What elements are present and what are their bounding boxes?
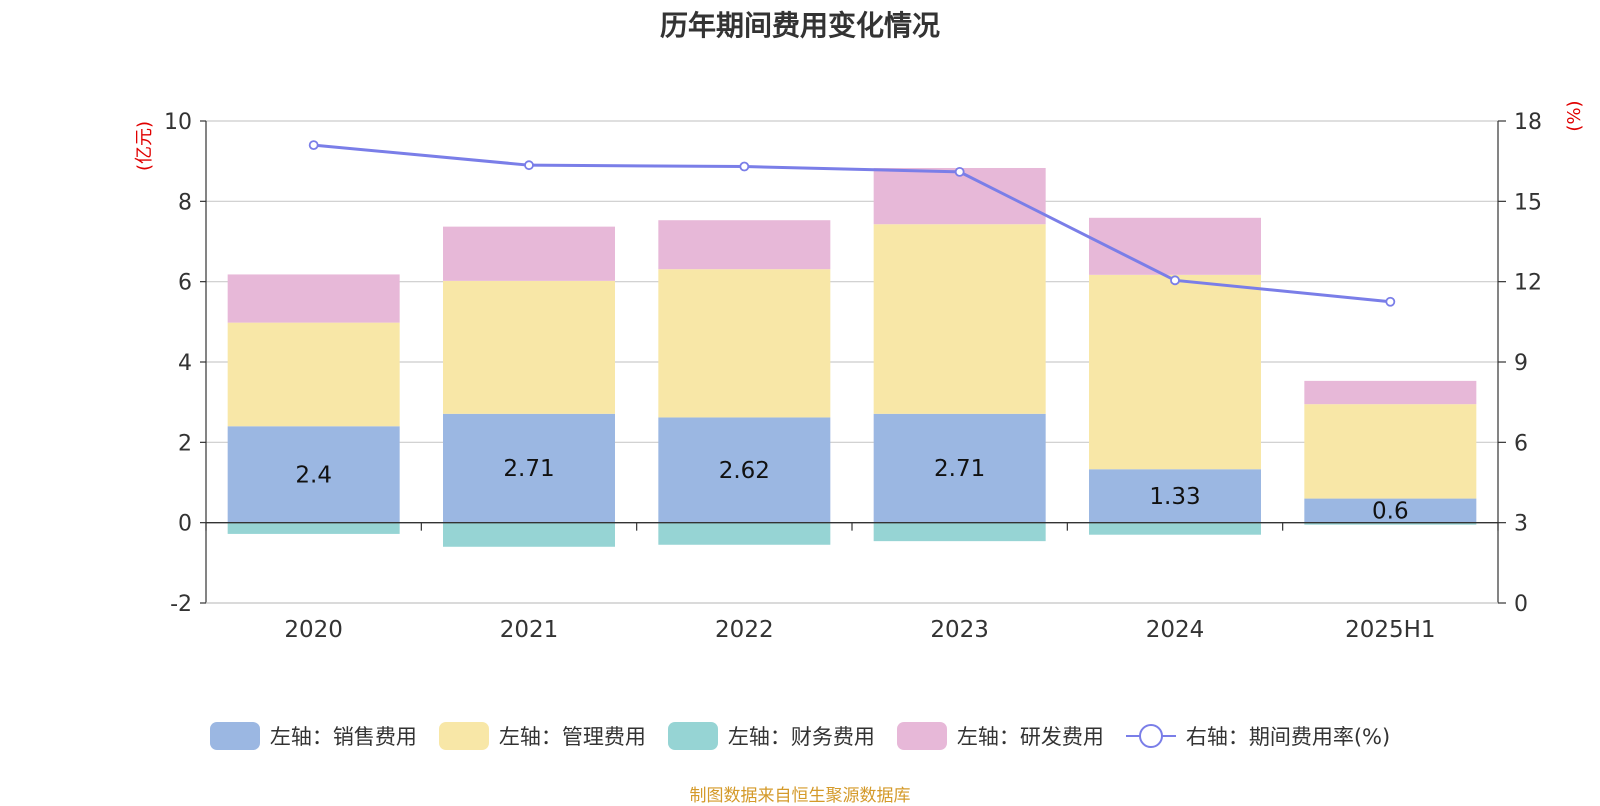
bar-sales-2023 (873, 413, 1046, 523)
y-left-tick-label: 4 (178, 351, 192, 376)
bar-sales-2021 (443, 413, 615, 523)
bar-finance-2020 (227, 522, 400, 534)
data-label: 2.71 (503, 456, 554, 482)
bar-sales-2022 (658, 417, 831, 523)
bar-finance-2025H1 (1304, 522, 1477, 525)
y-left-tick-label: 2 (178, 431, 192, 456)
legend-label-admin: 左轴：管理费用 (498, 725, 646, 749)
x-tick-label: 2021 (500, 617, 559, 643)
bar-rnd-2020 (227, 274, 400, 323)
legend-swatch-finance (667, 722, 718, 750)
bar-finance-2024 (1089, 522, 1261, 535)
data-label: 2.62 (719, 458, 770, 484)
legend-swatch-admin (438, 722, 489, 750)
bar-rnd-2024 (1089, 217, 1261, 275)
data-label: 0.6 (1372, 499, 1409, 525)
bar-admin-2021 (443, 280, 615, 414)
expense-ratio-line (313, 143, 1391, 304)
bar-admin-2023 (873, 224, 1046, 414)
legend-swatch-rnd (896, 722, 947, 750)
bar-admin-2025H1 (1304, 404, 1477, 499)
data-label: 2.71 (934, 456, 985, 482)
bar-sales-2020 (227, 426, 400, 523)
expense-ratio-point (524, 160, 534, 171)
x-tick-label: 2023 (930, 617, 989, 643)
bar-rnd-2023 (873, 167, 1046, 225)
y-right-tick-label: 9 (1514, 351, 1528, 376)
y-right-tick-label: 12 (1514, 271, 1542, 296)
y-right-tick-label: 18 (1514, 110, 1542, 135)
data-label: 1.33 (1149, 484, 1200, 510)
legend-label-rnd: 左轴：研发费用 (956, 725, 1104, 749)
bar-admin-2024 (1089, 274, 1261, 470)
data-label: 2.4 (295, 462, 332, 488)
y-right-tick-label: 0 (1514, 592, 1528, 617)
legend-item-rnd[interactable]: 左轴：研发费用 (896, 721, 1104, 751)
y-left-tick-label: 10 (164, 110, 192, 135)
bar-finance-2021 (443, 522, 615, 547)
bar-sales-2025H1 (1304, 498, 1477, 523)
legend-item-sales[interactable]: 左轴：销售费用 (209, 721, 417, 751)
legend: 左轴：销售费用 左轴：管理费用 左轴：财务费用 左轴：研发费用 右轴：期间费用率… (0, 721, 1600, 751)
legend-line-marker-icon (1125, 722, 1176, 750)
x-tick-label: 2022 (715, 617, 774, 643)
legend-item-admin[interactable]: 左轴：管理费用 (438, 721, 646, 751)
x-tick-label: 2024 (1146, 617, 1205, 643)
legend-label-sales: 左轴：销售费用 (269, 725, 417, 749)
expense-ratio-point (1170, 275, 1180, 286)
bar-finance-2023 (873, 522, 1046, 542)
legend-item-expense-ratio[interactable]: 右轴：期间费用率(%) (1125, 721, 1391, 751)
y-left-tick-label: -2 (170, 592, 192, 617)
legend-label-expense-ratio: 右轴：期间费用率(%) (1185, 725, 1391, 749)
bar-finance-2022 (658, 522, 831, 545)
bar-rnd-2021 (443, 226, 615, 281)
bar-admin-2020 (227, 322, 400, 427)
y-left-axis-label: (亿元) (134, 121, 155, 171)
y-right-tick-label: 3 (1514, 512, 1528, 537)
x-tick-label: 2020 (284, 617, 343, 643)
expense-ratio-point (739, 161, 750, 172)
y-left-tick-label: 0 (178, 512, 192, 537)
x-tick-label: 2025H1 (1345, 617, 1435, 643)
legend-label-finance: 左轴：财务费用 (727, 725, 875, 749)
chart-title: 历年期间费用变化情况 (659, 9, 940, 42)
y-right-tick-label: 6 (1514, 431, 1528, 456)
y-right-axis-label: (%) (1564, 100, 1585, 131)
bar-rnd-2022 (658, 220, 831, 270)
expense-ratio-point (954, 166, 965, 177)
bar-sales-2024 (1089, 469, 1261, 523)
source-note: 制图数据来自恒生聚源数据库 (689, 786, 911, 806)
expense-ratio-point (1385, 296, 1396, 307)
y-left-tick-label: 6 (178, 271, 192, 296)
expense-ratio-point (308, 140, 319, 151)
legend-swatch-sales (209, 722, 260, 750)
bar-rnd-2025H1 (1304, 380, 1477, 405)
legend-item-finance[interactable]: 左轴：财务费用 (667, 721, 875, 751)
y-right-tick-label: 15 (1514, 190, 1542, 215)
y-left-tick-label: 8 (178, 190, 192, 215)
bar-admin-2022 (658, 269, 831, 418)
